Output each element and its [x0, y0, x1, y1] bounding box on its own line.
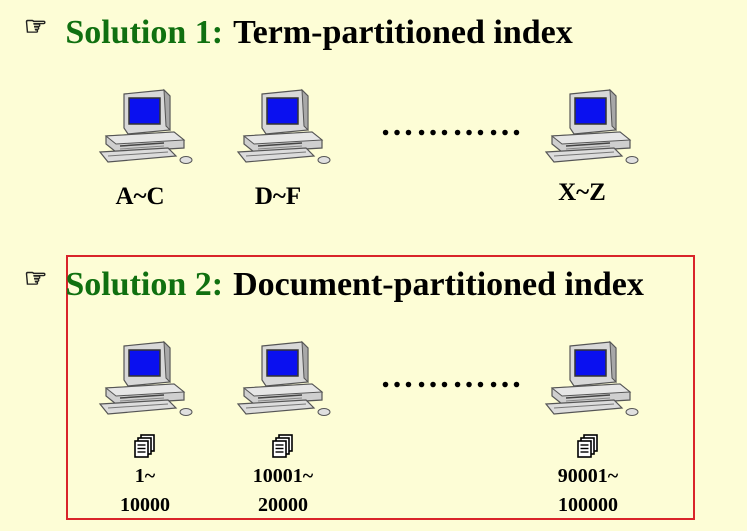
doc-range-label: 1~ 10000 — [120, 465, 170, 516]
document-stack-icon — [577, 434, 599, 458]
computer-icon — [98, 338, 194, 420]
doc-range-label: 10001~ 20000 — [252, 465, 314, 516]
document-stack-icon — [134, 434, 156, 458]
doc-range-label: 90001~ 100000 — [557, 465, 619, 516]
computer-icon — [544, 86, 640, 168]
pointing-hand-icon: ☞ — [24, 264, 48, 293]
solution-2-prefix: Solution 2: — [65, 266, 224, 303]
solution-1-prefix: Solution 1: — [65, 14, 224, 51]
solution-1-heading: ☞ Solution 1: Term-partitioned index — [24, 12, 573, 52]
computer-icon — [236, 338, 332, 420]
computer-icon — [544, 338, 640, 420]
pointing-hand-icon: ☞ — [24, 12, 48, 41]
solution-1-title: Term-partitioned index — [233, 14, 573, 51]
node-label: X~Z — [558, 179, 606, 206]
solution-2-heading: ☞ Solution 2: Document-partitioned index — [24, 264, 644, 304]
ellipsis: ………… — [380, 106, 524, 143]
node-label: A~C — [115, 183, 165, 210]
node-label: D~F — [254, 183, 302, 210]
highlight-box — [66, 255, 695, 520]
solution-2-title: Document-partitioned index — [233, 266, 644, 303]
document-stack-icon — [272, 434, 294, 458]
computer-icon — [98, 86, 194, 168]
computer-icon — [236, 86, 332, 168]
ellipsis: ………… — [380, 358, 524, 395]
